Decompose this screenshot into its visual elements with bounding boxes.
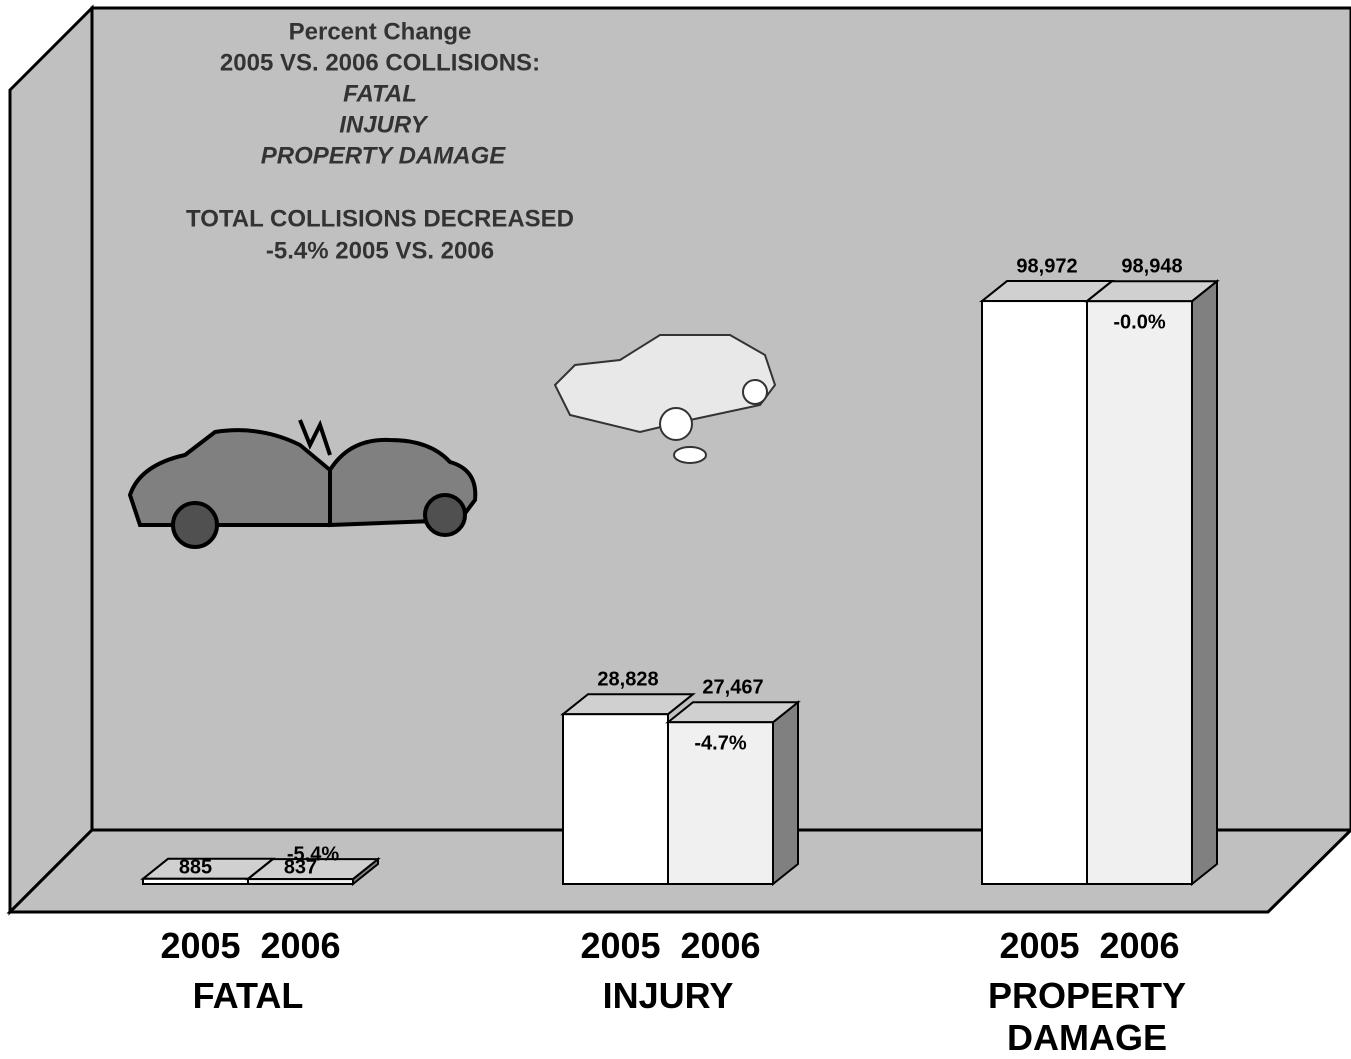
bar-side bbox=[772, 700, 799, 887]
x-series-label: 2005 bbox=[580, 925, 661, 966]
annotation: TOTAL COLLISIONS DECREASED bbox=[186, 205, 574, 232]
side-wall bbox=[8, 4, 94, 916]
value-label: 27,467 bbox=[702, 677, 763, 699]
value-label: 837 bbox=[284, 856, 317, 878]
bar-side bbox=[1191, 279, 1218, 887]
value-label: 98,948 bbox=[1121, 255, 1182, 277]
x-series-label: 2005 bbox=[999, 925, 1080, 966]
bar bbox=[667, 721, 774, 885]
change-label: -5.4% bbox=[287, 843, 339, 865]
x-series-label: 2006 bbox=[680, 925, 761, 966]
value-label: 885 bbox=[179, 856, 212, 878]
change-label: -4.7% bbox=[694, 733, 746, 755]
bar bbox=[562, 713, 669, 885]
change-label: -0.0% bbox=[1113, 311, 1165, 333]
chart-title: Percent Change bbox=[289, 18, 472, 45]
x-series-label: 2006 bbox=[1099, 925, 1180, 966]
annotation: -5.4% 2005 VS. 2006 bbox=[266, 237, 494, 264]
subtitle-item: INJURY bbox=[339, 111, 429, 138]
bar bbox=[247, 878, 354, 885]
bar bbox=[142, 877, 249, 886]
value-label: 28,828 bbox=[597, 668, 658, 690]
subtitle: 2005 VS. 2006 COLLISIONS: bbox=[220, 49, 540, 76]
value-label: 98,972 bbox=[1016, 255, 1077, 277]
bar bbox=[981, 300, 1088, 885]
x-tick-label: INJURY bbox=[602, 975, 734, 1016]
subtitle-item: PROPERTY DAMAGE bbox=[261, 142, 506, 169]
x-series-label: 2005 bbox=[160, 925, 241, 966]
bar bbox=[1086, 300, 1193, 885]
crash-illustration bbox=[127, 419, 478, 549]
x-tick-label: FATAL bbox=[192, 975, 304, 1016]
subtitle-item: FATAL bbox=[343, 80, 417, 107]
x-series-label: 2006 bbox=[260, 925, 341, 966]
car-illustration bbox=[553, 334, 777, 464]
x-tick-label: PROPERTY DAMAGE bbox=[987, 975, 1187, 1058]
